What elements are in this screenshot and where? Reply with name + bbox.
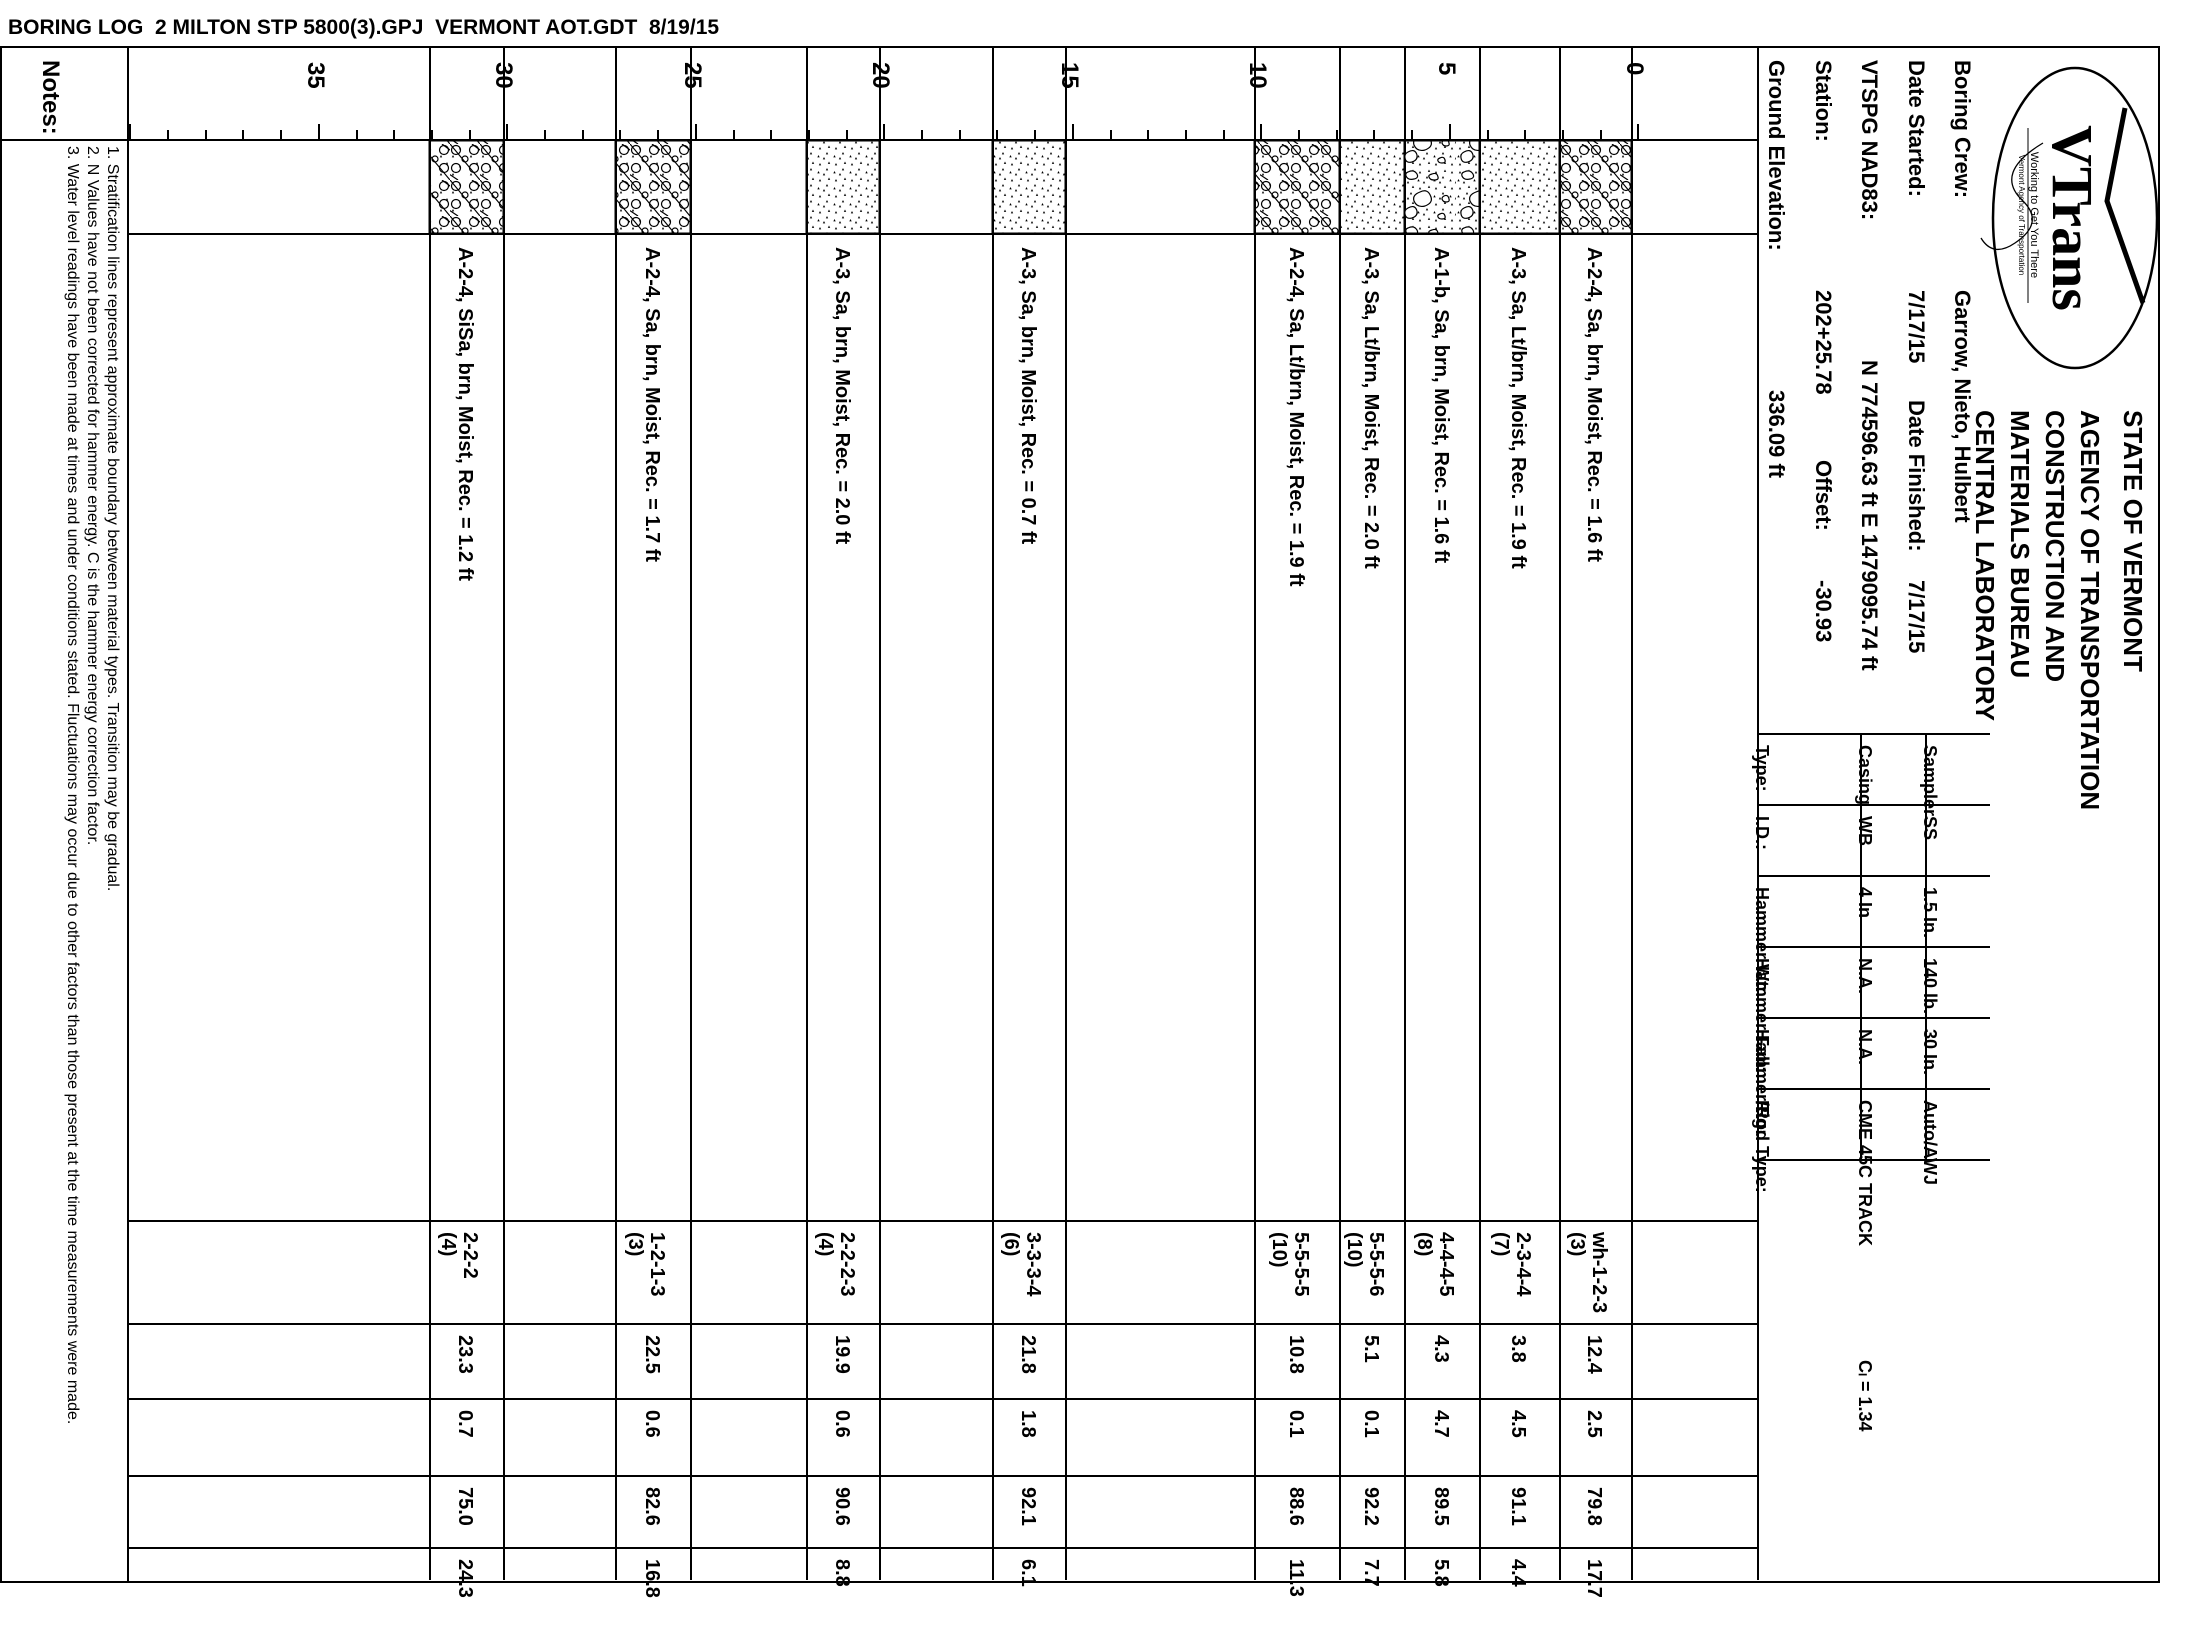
svg-text:Working to Get You There: Working to Get You There	[2028, 152, 2040, 278]
svg-text:VTrans: VTrans	[2040, 125, 2105, 311]
svg-text:Vermont Agency of Transportati: Vermont Agency of Transportation	[2017, 155, 2026, 276]
